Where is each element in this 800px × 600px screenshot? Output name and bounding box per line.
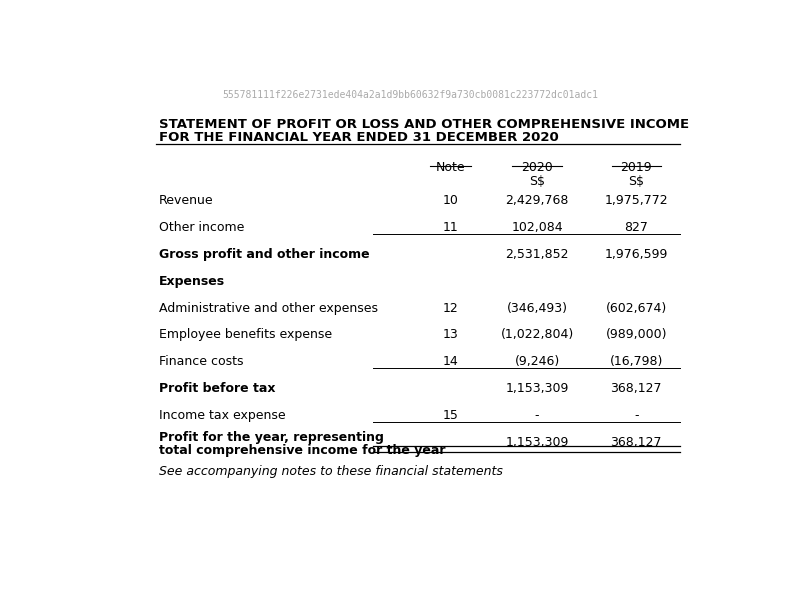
Text: S$: S$ — [529, 175, 545, 188]
Text: Expenses: Expenses — [159, 275, 225, 288]
Text: Income tax expense: Income tax expense — [159, 409, 286, 422]
Text: 14: 14 — [442, 355, 458, 368]
Text: (16,798): (16,798) — [610, 355, 663, 368]
Text: 10: 10 — [442, 194, 458, 208]
Text: (1,022,804): (1,022,804) — [501, 328, 574, 341]
Text: FOR THE FINANCIAL YEAR ENDED 31 DECEMBER 2020: FOR THE FINANCIAL YEAR ENDED 31 DECEMBER… — [159, 131, 558, 144]
Text: 102,084: 102,084 — [511, 221, 563, 234]
Text: 2,429,768: 2,429,768 — [506, 194, 569, 208]
Text: 827: 827 — [624, 221, 648, 234]
Text: Revenue: Revenue — [159, 194, 214, 208]
Text: 11: 11 — [442, 221, 458, 234]
Text: 2020: 2020 — [522, 161, 553, 174]
Text: 1,975,772: 1,975,772 — [605, 194, 668, 208]
Text: See accompanying notes to these financial statements: See accompanying notes to these financia… — [159, 465, 502, 478]
Text: 1,976,599: 1,976,599 — [605, 248, 668, 261]
Text: 1,153,309: 1,153,309 — [506, 436, 569, 449]
Text: S$: S$ — [628, 175, 644, 188]
Text: (989,000): (989,000) — [606, 328, 667, 341]
Text: 1,153,309: 1,153,309 — [506, 382, 569, 395]
Text: Note: Note — [435, 161, 465, 174]
Text: (9,246): (9,246) — [514, 355, 560, 368]
Text: 15: 15 — [442, 409, 458, 422]
Text: Gross profit and other income: Gross profit and other income — [159, 248, 370, 261]
Text: 2,531,852: 2,531,852 — [506, 248, 569, 261]
Text: Employee benefits expense: Employee benefits expense — [159, 328, 332, 341]
Text: 368,127: 368,127 — [610, 436, 662, 449]
Text: Other income: Other income — [159, 221, 244, 234]
Text: Profit before tax: Profit before tax — [159, 382, 275, 395]
Text: -: - — [634, 409, 638, 422]
Text: (346,493): (346,493) — [506, 302, 567, 314]
Text: Finance costs: Finance costs — [159, 355, 243, 368]
Text: STATEMENT OF PROFIT OR LOSS AND OTHER COMPREHENSIVE INCOME: STATEMENT OF PROFIT OR LOSS AND OTHER CO… — [159, 118, 689, 131]
Text: 555781111f226e2731ede404a2a1d9bb60632f9a730cb0081c223772dc01adc1: 555781111f226e2731ede404a2a1d9bb60632f9a… — [222, 89, 598, 100]
Text: -: - — [535, 409, 539, 422]
Text: 13: 13 — [442, 328, 458, 341]
Text: 368,127: 368,127 — [610, 382, 662, 395]
Text: 12: 12 — [442, 302, 458, 314]
Text: total comprehensive income for the year: total comprehensive income for the year — [159, 444, 446, 457]
Text: (602,674): (602,674) — [606, 302, 667, 314]
Text: 2019: 2019 — [621, 161, 652, 174]
Text: Administrative and other expenses: Administrative and other expenses — [159, 302, 378, 314]
Text: Profit for the year, representing: Profit for the year, representing — [159, 431, 384, 444]
